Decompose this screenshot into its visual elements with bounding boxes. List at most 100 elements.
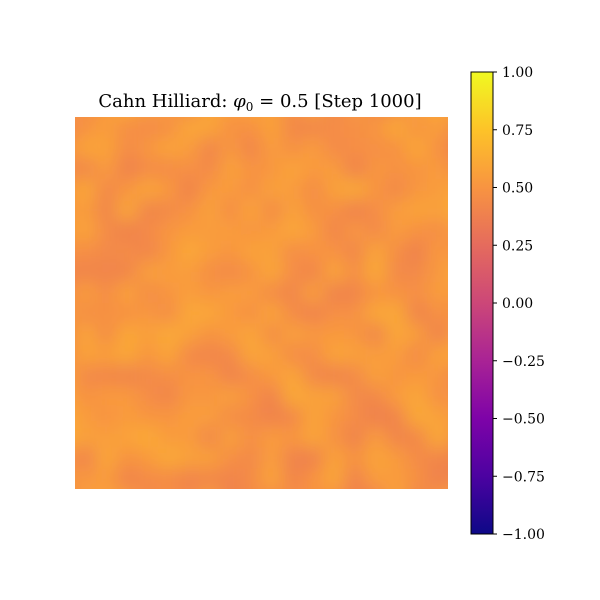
colorbar-gradient (470, 71, 494, 535)
heatmap-cell (75, 158, 76, 180)
heatmap-cell (157, 261, 180, 283)
heatmap-cell (406, 158, 428, 180)
heatmap-cell (385, 427, 408, 449)
heatmap-cell (261, 241, 283, 263)
heatmap-cell (75, 117, 97, 139)
heatmap-cell (427, 365, 448, 387)
heatmap-cell (282, 385, 304, 407)
heatmap-cell (282, 447, 304, 469)
heatmap-cell (385, 179, 408, 201)
heatmap-cell (240, 117, 262, 139)
colorbar-tick-label: −0.75 (502, 469, 545, 485)
heatmap-cells (75, 117, 469, 510)
heatmap-cell (199, 447, 221, 469)
heatmap-cell (75, 447, 76, 469)
heatmap-cell (448, 138, 469, 159)
heatmap-cell (406, 241, 428, 263)
heatmap-cell (323, 282, 345, 304)
heatmap-cell (323, 427, 345, 449)
heatmap-cell (282, 489, 303, 510)
heatmap-cell (220, 365, 242, 387)
heatmap-cell (137, 385, 159, 407)
heatmap-cell (344, 468, 366, 489)
heatmap-cell (240, 385, 262, 407)
heatmap-cell (220, 282, 242, 304)
heatmap-cell (406, 179, 428, 201)
heatmap-cell (157, 468, 180, 489)
heatmap-cell (448, 406, 469, 427)
heatmap-cell (385, 365, 408, 387)
heatmap-cell (365, 468, 387, 489)
heatmap-cell (95, 344, 117, 366)
heatmap-cell (137, 117, 159, 139)
heatmap-cell (282, 137, 304, 159)
heatmap-cell (344, 158, 366, 180)
heatmap-cell (95, 365, 117, 387)
heatmap-cell (344, 323, 366, 345)
heatmap-cell (302, 385, 325, 407)
heatmap-cell (261, 199, 283, 221)
heatmap-cell (137, 220, 159, 242)
heatmap-cell (365, 261, 387, 283)
heatmap-cell (220, 261, 242, 283)
heatmap-cell (220, 137, 242, 159)
heatmap-cell (240, 241, 262, 263)
heatmap-cell (448, 241, 469, 262)
heatmap-cell (406, 385, 428, 407)
heatmap-cell (427, 179, 448, 201)
heatmap-cell (240, 406, 262, 428)
heatmap-cell (116, 385, 138, 407)
heatmap-cell (199, 323, 221, 345)
heatmap-cell (261, 427, 283, 449)
heatmap-cell (178, 427, 200, 449)
heatmap-cell (282, 365, 304, 387)
heatmap-cell (427, 117, 448, 139)
heatmap-cell (448, 303, 469, 324)
heatmap-cell (261, 406, 283, 428)
heatmap-cell (344, 117, 366, 139)
heatmap-cell (282, 199, 304, 221)
heatmap-cell (75, 117, 76, 139)
heatmap-cell (448, 262, 469, 283)
heatmap-cell (406, 468, 428, 489)
heatmap-cell (303, 489, 324, 510)
heatmap-cell (75, 344, 97, 366)
heatmap-cell (178, 303, 200, 325)
heatmap-cell (75, 137, 97, 159)
heatmap-cell (365, 241, 387, 263)
heatmap-cell (75, 220, 76, 242)
heatmap-cell (116, 261, 138, 283)
heatmap-cell (365, 365, 387, 387)
heatmap-cell (365, 323, 387, 345)
heatmap-cell (116, 344, 138, 366)
heatmap-cell (282, 282, 304, 304)
heatmap-cell (344, 489, 365, 510)
heatmap-cell (427, 199, 448, 221)
heatmap-cell (344, 241, 366, 263)
heatmap-cell (95, 220, 117, 242)
heatmap-cell (75, 199, 97, 221)
heatmap-cell (240, 282, 262, 304)
heatmap-cell (261, 117, 283, 139)
heatmap-cell (261, 220, 283, 242)
heatmap-cell (365, 117, 387, 139)
heatmap-cell (178, 282, 200, 304)
heatmap-cell (178, 365, 200, 387)
colorbar-tick-label: −0.25 (502, 354, 545, 370)
heatmap-cell (323, 385, 345, 407)
heatmap-cell (199, 137, 221, 159)
heatmap-cell (220, 406, 242, 428)
heatmap-cell (75, 468, 76, 489)
heatmap-cell (199, 489, 220, 510)
heatmap-cell (427, 427, 448, 449)
colorbar-ticks: 1.00 0.75 0.50 0.25 0.00 −0.25 −0.50 −0.75 −1.00 (493, 65, 545, 543)
heatmap-cell (365, 199, 387, 221)
heatmap-cell (344, 344, 366, 366)
heatmap-cell (95, 158, 117, 180)
heatmap-cell (385, 199, 408, 221)
heatmap-cell (199, 303, 221, 325)
heatmap-cell (137, 261, 159, 283)
heatmap-cell (406, 344, 428, 366)
colorbar-tick-label: 0.75 (502, 123, 533, 139)
heatmap-cell (178, 406, 200, 428)
